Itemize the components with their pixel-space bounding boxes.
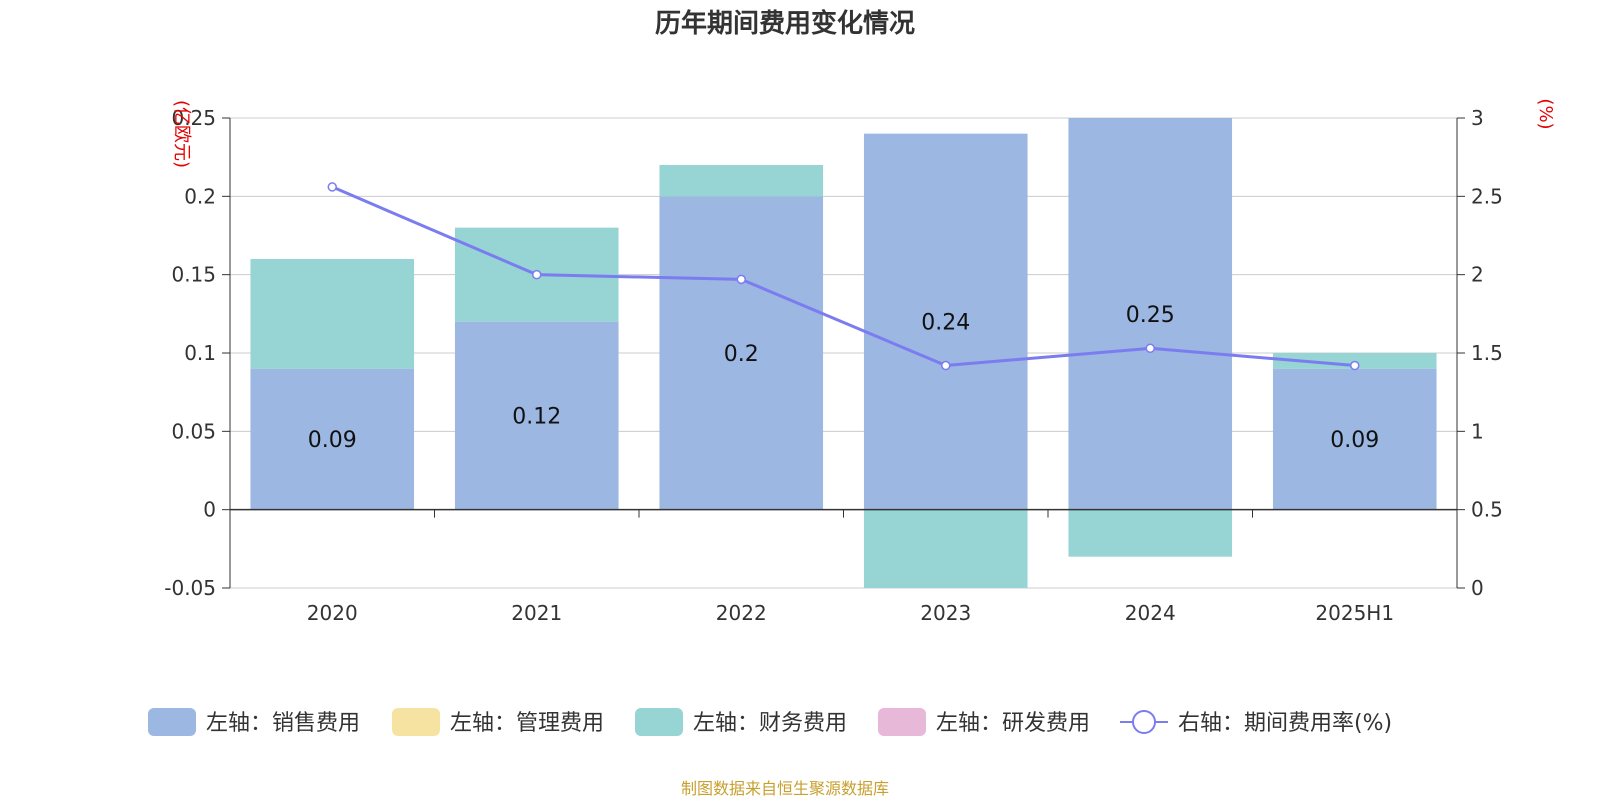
- legend-swatch: [635, 708, 683, 736]
- source-note: 制图数据来自恒生聚源数据库: [681, 779, 889, 798]
- rate-line: [327, 182, 1360, 371]
- right-axis-unit: (%): [1535, 98, 1556, 129]
- legend-swatch: [392, 708, 440, 736]
- legend-label: 左轴：管理费用: [450, 711, 604, 736]
- x-tick-label: 2023: [920, 601, 971, 625]
- legend-swatch: [148, 708, 196, 736]
- bar-2020: [250, 368, 415, 510]
- x-tick-label: 2025H1: [1315, 601, 1394, 625]
- data-label: 0.24: [921, 311, 970, 336]
- legend-marker: [1132, 710, 1156, 734]
- bar-2023: [863, 133, 1028, 510]
- bar-2022: [659, 196, 824, 510]
- right-tick-label: 1.5: [1471, 341, 1503, 365]
- left-tick-label: 0.25: [171, 106, 216, 130]
- bar-2021: [454, 321, 619, 510]
- legend-label: 左轴：研发费用: [936, 711, 1090, 736]
- left-axis-unit: (亿欧元): [171, 100, 192, 168]
- axes: -0.05 0 0.05 0.1 0.15 0.2 0.25 0 0.5 1 1.5 2 2.5 3 (亿欧…: [164, 98, 1556, 625]
- left-tick-label: 0.2: [184, 184, 216, 208]
- rate-point: [941, 360, 951, 371]
- right-tick-label: 2.5: [1471, 184, 1503, 208]
- left-tick-label: 0.05: [171, 419, 216, 443]
- chart-title: 历年期间费用变化情况: [655, 8, 915, 39]
- data-label: 0.2: [724, 342, 759, 367]
- left-tick-label: 0.1: [184, 341, 216, 365]
- bar-2022: [659, 165, 824, 197]
- left-tick-label: 0: [203, 498, 216, 522]
- bar-2024: [1068, 118, 1233, 510]
- x-tick-label: 2022: [716, 601, 767, 625]
- legend-label: 左轴：销售费用: [206, 711, 360, 736]
- rate-point: [327, 182, 337, 192]
- bars: [250, 118, 1437, 588]
- data-label: 0.12: [512, 405, 561, 430]
- bar-2024: [1068, 509, 1233, 557]
- data-labels: 0.09 0.12 0.2 0.24 0.25 0.09: [308, 303, 1379, 453]
- legend-label: 右轴：期间费用率(%): [1178, 711, 1392, 736]
- data-label: 0.25: [1126, 303, 1175, 328]
- right-tick-label: 3: [1471, 106, 1484, 130]
- left-tick-label: -0.05: [164, 576, 216, 600]
- data-label: 0.09: [308, 428, 357, 453]
- rate-point: [1350, 360, 1360, 371]
- legend-label: 左轴：财务费用: [693, 711, 847, 736]
- data-label: 0.09: [1330, 428, 1379, 453]
- bar-2023: [863, 509, 1028, 588]
- rate-line-path: [331, 185, 1355, 368]
- right-tick-label: 2: [1471, 263, 1484, 287]
- x-tick-label: 2024: [1125, 601, 1176, 625]
- bar-2025H1: [1272, 368, 1437, 510]
- legend-swatch: [878, 708, 926, 736]
- x-tick-label: 2020: [307, 601, 358, 625]
- right-tick-label: 0: [1471, 576, 1484, 600]
- x-tick-label: 2021: [511, 601, 562, 625]
- right-tick-label: 1: [1471, 419, 1484, 443]
- rate-point: [736, 274, 746, 285]
- left-tick-label: 0.15: [171, 263, 216, 287]
- bar-2020: [250, 259, 415, 369]
- rate-point: [1145, 343, 1155, 354]
- right-tick-label: 0.5: [1471, 498, 1503, 522]
- legend: 左轴：销售费用 左轴：管理费用 左轴：财务费用 左轴：研发费用 右轴：期间费用率(%): [148, 708, 1392, 736]
- grid-lines: [230, 117, 1457, 589]
- rate-point: [532, 269, 542, 280]
